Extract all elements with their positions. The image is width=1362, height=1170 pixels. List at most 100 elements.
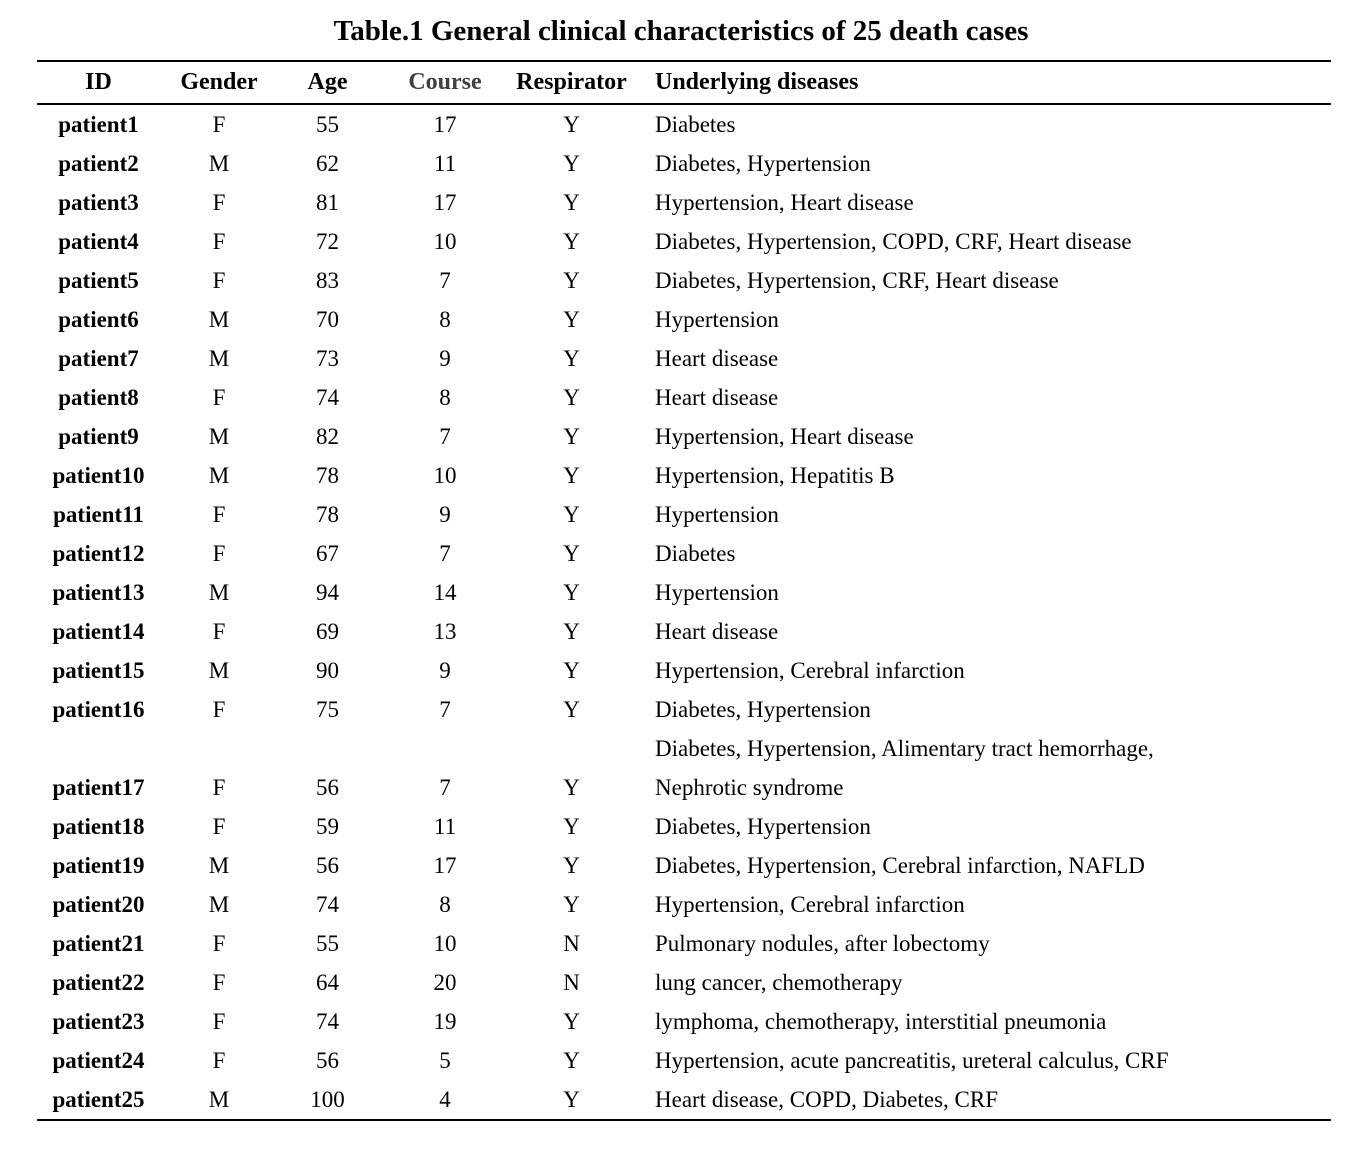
- clinical-characteristics-table: ID Gender Age Course Respirator Underlying di…: [37, 60, 1331, 1121]
- cell-gender: M: [208, 346, 230, 371]
- cell-age: 67: [316, 541, 339, 566]
- cell-age: 90: [316, 658, 339, 683]
- cell-course: 9: [439, 502, 451, 527]
- cell-age: 83: [316, 268, 339, 293]
- cell-respirator: Y: [563, 775, 580, 800]
- cell-course: 9: [439, 658, 451, 683]
- cell-respirator: Y: [563, 463, 580, 488]
- cell-gender: F: [212, 1048, 226, 1073]
- cell-age: 55: [316, 112, 339, 137]
- cell-respirator: Y: [563, 1048, 580, 1073]
- table-row: patient1 F 55 17 Y Diabetes: [37, 104, 1331, 144]
- column-header-gender: Gender: [160, 61, 278, 105]
- cell-diseases: Hypertension, Heart disease: [655, 424, 914, 449]
- cell-respirator: N: [563, 970, 580, 995]
- cell-course: 10: [433, 229, 457, 254]
- table-body: patient1 F 55 17 Y Diabetes patient2 M 62 11 Y Diab…: [37, 104, 1331, 1120]
- cell-respirator: Y: [563, 307, 580, 332]
- cell-respirator: Y: [563, 814, 580, 839]
- cell-age: 55: [316, 931, 339, 956]
- cell-diseases: Diabetes: [655, 112, 736, 137]
- column-header-respirator: Respirator: [513, 61, 630, 105]
- cell-course: 7: [439, 268, 451, 293]
- cell-diseases: Diabetes, Hypertension, CRF, Heart disea…: [655, 268, 1059, 293]
- table-row: patient20 M 74 8 Y Hypertension, Cerebral inf…: [37, 885, 1331, 924]
- table-title: Table.1 General clinical characteristics…: [333, 15, 1029, 47]
- cell-age: 69: [316, 619, 339, 644]
- table-row: patient12 F 67 7 Y Diabetes: [37, 534, 1331, 573]
- table-row: patient7 M 73 9 Y Heart disease: [37, 339, 1331, 378]
- table-row: patient2 M 62 11 Y Diabetes, Hypertension: [37, 144, 1331, 183]
- cell-age: 81: [316, 190, 339, 215]
- cell-course: 13: [433, 619, 457, 644]
- cell-gender: M: [208, 307, 230, 332]
- cell-gender: F: [212, 619, 226, 644]
- cell-course: 8: [439, 892, 451, 917]
- cell-course: 11: [433, 814, 457, 839]
- cell-course: 8: [439, 385, 451, 410]
- cell-respirator: Y: [563, 190, 580, 215]
- cell-diseases: Hypertension: [655, 502, 779, 527]
- column-header-id: ID: [37, 61, 160, 105]
- table-row: patient6 M 70 8 Y Hypertension: [37, 300, 1331, 339]
- cell-id: patient24: [52, 1048, 145, 1073]
- cell-id: patient10: [52, 463, 145, 488]
- table-header: ID Gender Age Course Respirator Underlying di…: [37, 61, 1331, 105]
- cell-id: patient18: [52, 814, 145, 839]
- table-row: patient4 F 72 10 Y Diabetes, Hypertension, CO…: [37, 222, 1331, 261]
- cell-age: 74: [316, 1009, 339, 1034]
- cell-id: patient9: [58, 424, 139, 449]
- cell-gender: M: [208, 658, 230, 683]
- table-row: patient24 F 56 5 Y Hypertension, acute pancre…: [37, 1041, 1331, 1080]
- cell-gender: M: [208, 463, 230, 488]
- cell-course: 10: [433, 931, 457, 956]
- cell-diseases: Hypertension, Cerebral infarction: [655, 658, 965, 683]
- cell-diseases: lymphoma, chemotherapy, interstitial pne…: [655, 1009, 1107, 1034]
- cell-gender: F: [212, 970, 226, 995]
- cell-course: 17: [433, 112, 457, 137]
- cell-id: patient13: [52, 580, 145, 605]
- cell-respirator: Y: [563, 112, 580, 137]
- cell-diseases: Hypertension, Cerebral infarction: [655, 892, 965, 917]
- cell-gender: F: [212, 112, 226, 137]
- cell-age: 72: [316, 229, 339, 254]
- cell-id: patient7: [58, 346, 139, 371]
- cell-age: 78: [316, 502, 339, 527]
- cell-diseases: Diabetes, Hypertension: [655, 151, 871, 176]
- table-header-row: ID Gender Age Course Respirator Underlying di…: [37, 61, 1331, 105]
- cell-gender: F: [212, 268, 226, 293]
- cell-respirator: Y: [563, 619, 580, 644]
- cell-gender: F: [212, 697, 226, 722]
- cell-course: 11: [433, 151, 457, 176]
- cell-gender: M: [208, 580, 230, 605]
- cell-age: 59: [316, 814, 339, 839]
- cell-gender: F: [212, 229, 226, 254]
- cell-course: 7: [439, 697, 451, 722]
- cell-respirator: Y: [563, 502, 580, 527]
- cell-respirator: Y: [563, 346, 580, 371]
- cell-course: 4: [439, 1087, 451, 1112]
- cell-id: patient2: [58, 151, 139, 176]
- cell-diseases: Heart disease: [655, 346, 779, 371]
- cell-respirator: Y: [563, 268, 580, 293]
- cell-diseases: Heart disease: [655, 385, 779, 410]
- cell-diseases: Hypertension, acute pancreatitis, ureter…: [655, 1048, 1169, 1073]
- cell-respirator: Y: [563, 541, 580, 566]
- cell-respirator: Y: [563, 892, 580, 917]
- cell-age: 78: [316, 463, 339, 488]
- table-row: patient9 M 82 7 Y Hypertension, Heart disease: [37, 417, 1331, 456]
- cell-id: patient3: [58, 190, 139, 215]
- cell-course: 7: [439, 541, 451, 566]
- cell-respirator: N: [563, 931, 580, 956]
- cell-course: 7: [439, 424, 451, 449]
- cell-course: 5: [439, 1048, 451, 1073]
- cell-gender: M: [208, 1087, 230, 1112]
- cell-gender: F: [212, 502, 226, 527]
- cell-respirator: Y: [563, 697, 580, 722]
- cell-course: 8: [439, 307, 451, 332]
- cell-diseases: Diabetes, Hypertension, Cerebral infarct…: [655, 853, 1145, 878]
- cell-diseases: Diabetes, Hypertension: [655, 697, 871, 722]
- table-row: patient10 M 78 10 Y Hypertension, Hepatitis B: [37, 456, 1331, 495]
